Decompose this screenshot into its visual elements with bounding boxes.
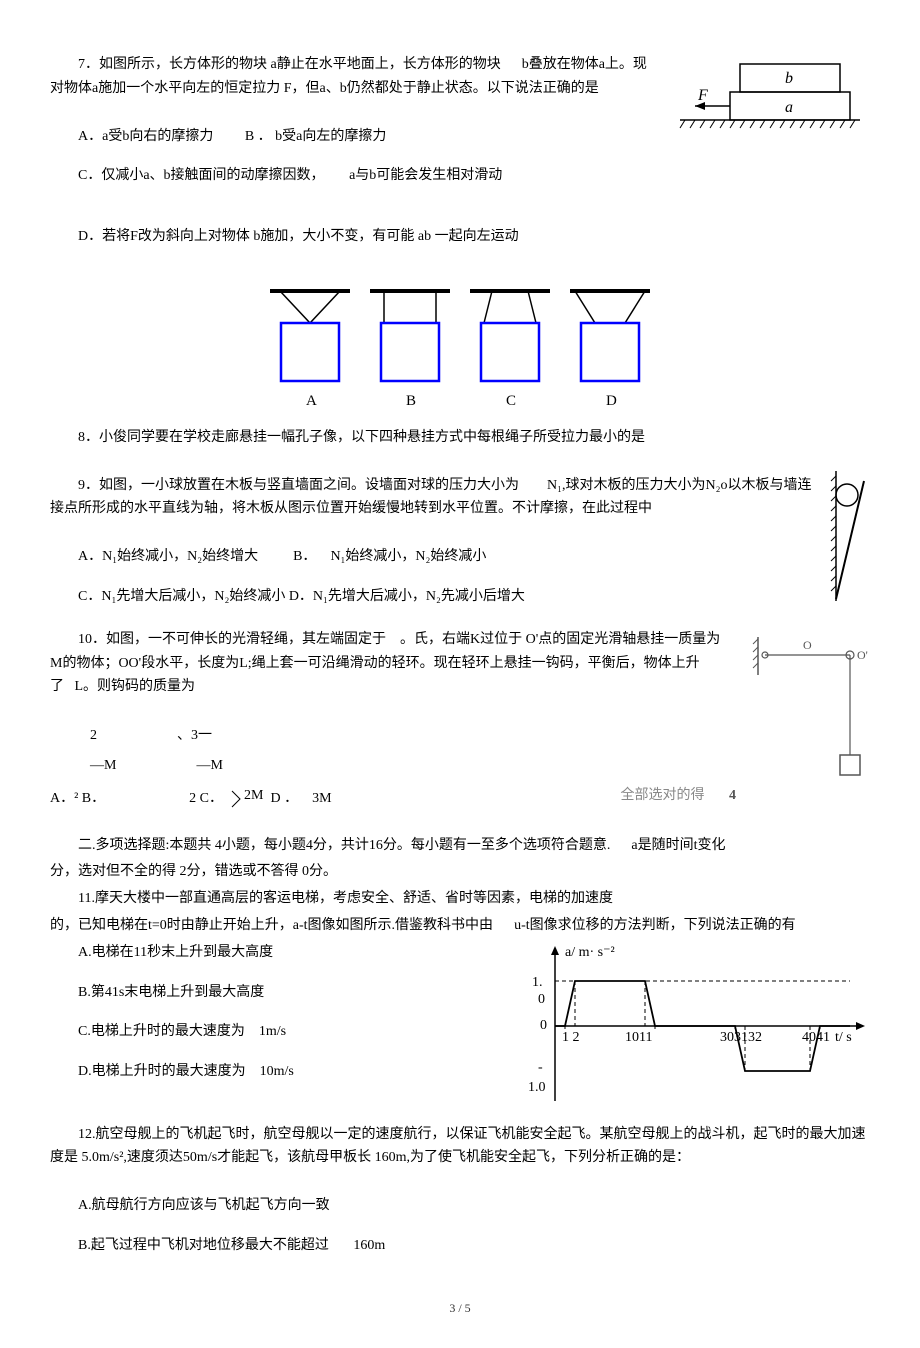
svg-text:B: B [406, 393, 416, 409]
svg-text:1.0: 1.0 [528, 1080, 546, 1095]
svg-text:t/ s: t/ s [835, 1030, 852, 1045]
q10-right-note: 全部选对的得 4 [621, 784, 737, 808]
svg-text:A: A [306, 393, 317, 409]
svg-text:0: 0 [540, 1018, 547, 1033]
section2-sub: 分，选对但不全的得 2分，错选或不答得 0分。 [50, 860, 870, 884]
q11-stem-b: 的，已知电梯在t=0时由静止开始上升，a-t图像如图所示.借鉴教科书中由 u-t… [50, 914, 870, 938]
q7-option-c: C．仅减小a、b接触面间的动摩擦因数， a与b可能会发生相对滑动 [50, 164, 870, 188]
q7-label-b: b [785, 70, 793, 87]
q9-option-ab: A．N₁始终减小，N₂始终增大 B． N₁始终减小，N₂始终减小 [50, 545, 870, 569]
svg-text:a/ m· s⁻²: a/ m· s⁻² [565, 945, 615, 960]
svg-text:1.: 1. [532, 975, 543, 990]
svg-text:O: O [803, 638, 812, 652]
q7-option-d: D．若将F改为斜向上对物体 b施加，大小不变，有可能 ab 一起向左运动 [50, 225, 870, 249]
q10-options: 全部选对的得 4 A．² B． 2 C． 2M D ． 3M [50, 784, 870, 811]
page-footer: 3 / 5 [50, 1298, 870, 1318]
q9-option-cd: C．N₁先增大后减小，N₂始终减小 D．N₁先增大后减小，N₂先减小后增大 [50, 585, 870, 609]
q9-stem: 9．如图，一小球放置在木板与竖直墙面之间。设墙面对球的压力大小为 N₁,球对木板… [50, 474, 870, 522]
q10-figure: O O' [750, 625, 870, 794]
svg-text:D: D [606, 393, 617, 409]
q9-figure [830, 471, 870, 610]
q10-frac-row2: —M—M [90, 754, 736, 778]
q11-figure: a/ m· s⁻² t/ s 1. 0 0 - 1.0 1 2 1011 303… [510, 941, 870, 1120]
q11-stem-a: 11.摩天大楼中一部直通高层的客运电梯，考虑安全、舒适、省时等因素，电梯的加速度 [50, 887, 870, 911]
svg-text:-: - [538, 1060, 543, 1075]
q12-stem: 12.航空母舰上的飞机起飞时，航空母舰以一定的速度航行，以保证飞机能安全起飞。某… [50, 1123, 870, 1171]
svg-text:1011: 1011 [625, 1030, 652, 1045]
q12-option-a: A.航母航行方向应该与飞机起飞方向一致 [50, 1194, 870, 1218]
q12-option-b: B.起飞过程中飞机对地位移最大不能超过 160m [50, 1234, 870, 1258]
svg-text:O': O' [857, 648, 868, 662]
svg-text:303132: 303132 [720, 1030, 762, 1045]
svg-text:1 2: 1 2 [562, 1030, 580, 1045]
svg-text:0: 0 [538, 992, 545, 1007]
q7-label-F: F [697, 87, 708, 104]
q7-label-a: a [785, 99, 793, 116]
q7-figure: F b a [670, 50, 870, 139]
section2-title: 二.多项选择题:本题共 4小题，每小题4分，共计16分。每小题有一至多个选项符合… [50, 834, 870, 858]
q10-frac-row1: 2、3一 [90, 724, 736, 748]
svg-text:C: C [506, 393, 516, 409]
q8-figures: A B C [50, 283, 870, 422]
q10-stem: 10．如图，一不可伸长的光滑轻绳，其左端固定于 。氏，右端K过位于 O'点的固定… [50, 628, 870, 699]
q8-stem: 8．小俊同学要在学校走廊悬挂一幅孔子像，以下四种悬挂方式中每根绳子所受拉力最小的… [50, 426, 870, 450]
